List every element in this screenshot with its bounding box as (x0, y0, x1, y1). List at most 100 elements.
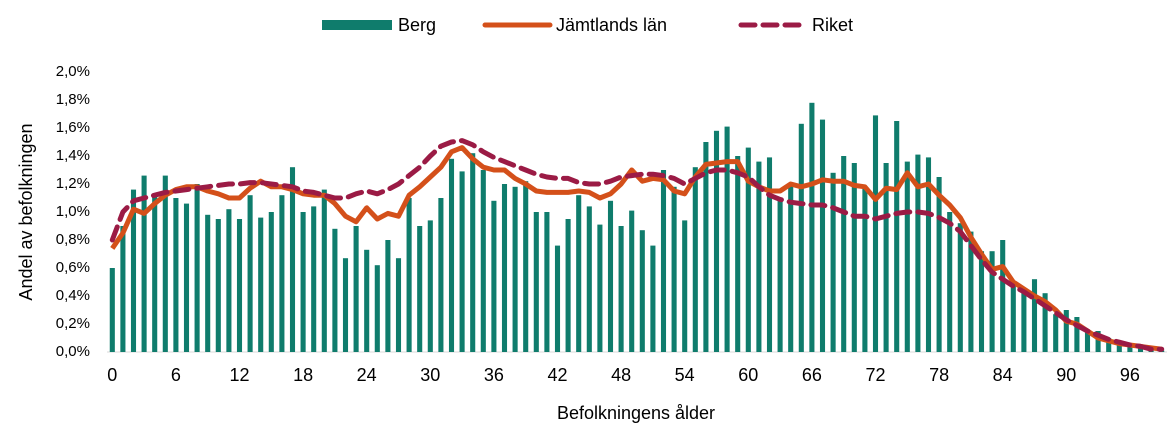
bar (1000, 240, 1006, 352)
bar (660, 170, 667, 352)
bar (236, 219, 243, 352)
bar (247, 195, 253, 352)
bar (173, 198, 179, 352)
bar (1127, 345, 1133, 352)
bar (957, 223, 963, 352)
bar (777, 198, 783, 352)
bar (406, 198, 412, 352)
bar (321, 189, 327, 352)
x-tick-label: 30 (420, 365, 440, 385)
bar (915, 154, 921, 352)
y-tick-label: 0,2% (56, 315, 90, 332)
bar (533, 212, 539, 352)
bar (904, 161, 910, 352)
bar (523, 181, 529, 352)
x-tick-label: 60 (738, 365, 758, 385)
bar (713, 130, 720, 352)
bar (342, 258, 349, 352)
bar (194, 184, 200, 352)
y-tick-label: 0,6% (56, 259, 90, 276)
bar (141, 175, 147, 352)
bar (311, 206, 317, 352)
bar (395, 258, 402, 352)
bar (682, 220, 688, 352)
bar (300, 212, 306, 352)
bar (1084, 332, 1091, 352)
x-tick-label: 18 (293, 365, 313, 385)
bar (798, 123, 804, 352)
bar (1063, 310, 1069, 352)
bar (554, 245, 561, 352)
bar (268, 212, 274, 352)
x-tick-label: 54 (675, 365, 695, 385)
bar (989, 251, 995, 352)
bar (1042, 293, 1048, 352)
bar (130, 189, 137, 352)
bar (565, 219, 571, 352)
bar (629, 210, 635, 352)
bar (1137, 347, 1144, 352)
bar (448, 158, 455, 352)
bar (724, 126, 730, 352)
bar (364, 249, 370, 352)
bar (1095, 331, 1101, 352)
bar (968, 231, 974, 352)
bar (120, 226, 126, 352)
bar (385, 240, 391, 352)
x-tick-label: 84 (993, 365, 1013, 385)
bar (894, 121, 900, 352)
y-tick-label: 1,6% (56, 119, 90, 136)
x-tick-label: 6 (171, 365, 181, 385)
bar (512, 186, 518, 352)
dashed-line (109, 138, 1165, 352)
bar (925, 157, 932, 352)
bar (374, 265, 380, 352)
x-tick-label: 90 (1056, 365, 1076, 385)
bar (766, 157, 773, 352)
bar (109, 268, 115, 352)
y-tick-label: 1,0% (56, 203, 90, 220)
bar (501, 184, 508, 352)
bar (841, 156, 847, 352)
y-tick-label: 1,2% (56, 175, 90, 192)
bar (692, 167, 698, 352)
y-tick-label: 1,4% (56, 147, 90, 164)
x-tick-label: 24 (357, 365, 377, 385)
bar (586, 206, 592, 352)
bar (417, 226, 423, 352)
x-axis-title: Befolkningens ålder (557, 403, 715, 423)
bar (332, 228, 338, 352)
bar (576, 195, 582, 352)
bar (936, 177, 942, 352)
bar (862, 186, 868, 352)
x-tick-label: 36 (484, 365, 504, 385)
bar (1106, 338, 1112, 352)
y-tick-label: 0,8% (56, 231, 90, 248)
x-tick-label: 0 (107, 365, 117, 385)
bar (1010, 282, 1016, 352)
bar (152, 195, 158, 352)
bar (703, 142, 709, 352)
bar (1053, 314, 1059, 352)
legend-label: Riket (812, 15, 853, 35)
bar (491, 200, 497, 352)
bar (872, 115, 879, 353)
bar (830, 172, 836, 352)
legend-label: Berg (398, 15, 436, 35)
bar (353, 226, 359, 352)
bar (978, 251, 985, 352)
bar (226, 209, 232, 352)
bar (289, 167, 296, 352)
x-tick-label: 66 (802, 365, 822, 385)
bar (427, 220, 433, 352)
y-tick-label: 0,0% (56, 343, 90, 360)
y-axis-title: Andel av befolkningen (16, 123, 36, 300)
x-tick-label: 42 (547, 365, 567, 385)
bar (756, 161, 762, 352)
bar (947, 212, 953, 352)
bar (883, 163, 889, 352)
bar (258, 217, 264, 352)
x-tick-label: 96 (1120, 365, 1140, 385)
bar (1031, 279, 1038, 352)
